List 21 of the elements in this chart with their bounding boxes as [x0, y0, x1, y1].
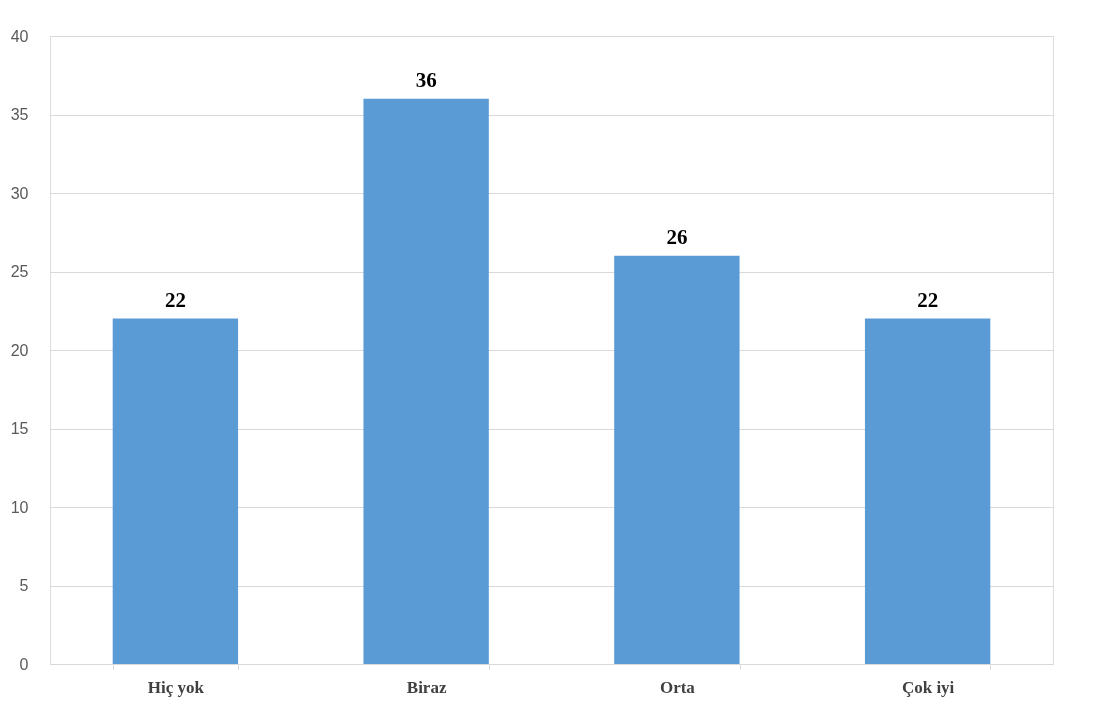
y-tick-label: 0: [19, 655, 29, 673]
y-tick-label: 10: [10, 498, 29, 516]
data-label: 22: [164, 287, 186, 312]
y-tick-label: 25: [10, 263, 29, 280]
data-label: 36: [415, 67, 437, 92]
y-tick-label: 35: [10, 106, 29, 123]
y-tick-label: 40: [10, 27, 29, 45]
bar: [112, 318, 239, 664]
data-label: 22: [917, 287, 939, 312]
y-tick-label: 5: [19, 577, 29, 594]
data-label: 26: [666, 224, 688, 249]
x-tick-label: Biraz: [406, 677, 447, 697]
x-tick-label: Hiç yok: [147, 677, 205, 697]
bar: [363, 98, 489, 664]
bar: [614, 255, 740, 664]
y-tick-label: 15: [10, 420, 29, 437]
x-tick-label: Orta: [659, 677, 696, 697]
x-tick-label: Çok iyi: [901, 677, 955, 697]
y-tick-label: 20: [10, 341, 29, 359]
y-tick-label: 30: [10, 184, 29, 202]
bar: [864, 318, 991, 664]
